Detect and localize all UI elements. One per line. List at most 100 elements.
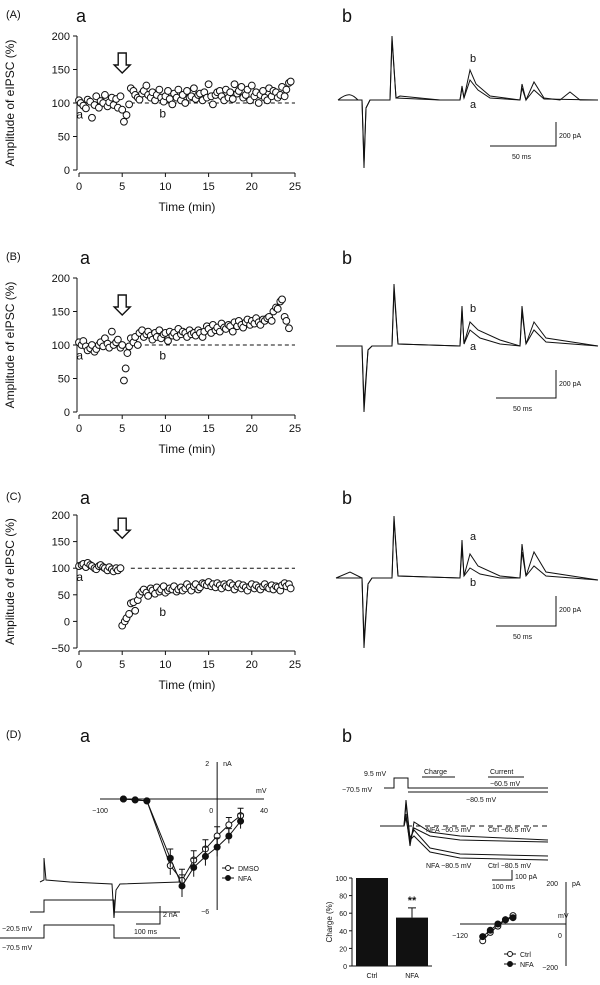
- data-point: [101, 91, 109, 99]
- error-bar: [408, 907, 416, 918]
- scale-bar: [136, 906, 161, 925]
- iv-protocol: −20.5 mV −70.5 mV 2 nA 100 ms: [0, 857, 181, 952]
- scale-bar: [496, 370, 557, 399]
- data-point: [213, 843, 221, 851]
- x-tick-label: 15: [202, 181, 214, 193]
- x-axis-label: Time (min): [159, 442, 216, 456]
- data-point: [82, 104, 90, 113]
- trace-group: b a 200 pA 50 ms: [337, 35, 599, 169]
- x-tick-label: 25: [289, 659, 301, 671]
- y-tick-label: 80: [339, 894, 347, 901]
- point-label-b: b: [159, 605, 166, 619]
- panel-label: (D): [6, 729, 21, 741]
- y-tick-label: 50: [58, 132, 70, 144]
- legend-marker: [225, 875, 231, 881]
- data-point: [181, 99, 190, 107]
- data-point: [225, 821, 233, 829]
- data-point: [226, 88, 235, 97]
- trace-label-top: b: [470, 53, 476, 65]
- sublabel-a: a: [80, 488, 91, 508]
- drug-arrow-icon: [112, 52, 132, 74]
- data-point: [501, 916, 509, 924]
- data-point: [267, 316, 276, 325]
- y-tick-label: 0: [64, 407, 70, 419]
- point-label-a: a: [76, 107, 83, 121]
- charge-protocol: 9.5 mV −70.5 mV −60.5 mV −80.5 mV Charge…: [342, 769, 549, 891]
- y-tick-label: 40: [339, 929, 347, 936]
- scale-x-label: 50 ms: [513, 634, 533, 641]
- x-axis-label: Time (min): [159, 678, 216, 692]
- iv-inset-plot: −120 0 200 −200 pA mV Ctrl NFA: [452, 881, 581, 972]
- legend-label: NFA: [520, 962, 534, 969]
- bar: [356, 878, 388, 966]
- x-tick-label: 15: [202, 423, 214, 435]
- data-point: [113, 335, 122, 344]
- x-tick-label: 5: [119, 181, 125, 193]
- v-test2-label: −80.5 mV: [466, 797, 496, 804]
- data-point: [237, 817, 245, 825]
- x-tick-label: 0: [76, 423, 82, 435]
- y-tick-label: 2: [205, 761, 209, 768]
- data-point: [209, 100, 217, 109]
- scale-y-label: 100 pA: [515, 874, 538, 881]
- panel-label: (C): [6, 491, 21, 503]
- legend-label: NFA: [238, 876, 252, 883]
- y-tick-label: 0: [64, 616, 70, 628]
- scale-y-label: 2 nA: [163, 912, 178, 919]
- trace-label-top: a: [470, 531, 477, 543]
- drug-arrow-icon: [112, 517, 132, 540]
- y-tick-label: 200: [546, 881, 558, 888]
- data-point: [131, 796, 139, 804]
- trace-label-top: b: [470, 303, 476, 315]
- window1-label: Charge: [424, 769, 447, 776]
- data-point: [168, 100, 177, 109]
- significance-label: **: [408, 895, 417, 907]
- data-point: [107, 327, 116, 336]
- data-point: [247, 81, 256, 90]
- data-point: [144, 591, 153, 600]
- scale-bar: [490, 122, 557, 147]
- data-point: [286, 77, 295, 86]
- sublabel-a: a: [76, 6, 87, 26]
- legend-label: DMSO: [238, 866, 260, 873]
- y-tick-label: 20: [339, 946, 347, 953]
- x-tick-label: 0: [76, 181, 82, 193]
- y-tick-label: 150: [52, 537, 70, 549]
- legend-marker: [225, 865, 231, 871]
- y-axis-label: pA: [572, 881, 581, 888]
- trace-group: b a 200 pA 50 ms: [336, 283, 599, 413]
- scale-x-label: 100 ms: [134, 929, 157, 936]
- x-tick-label: 25: [289, 181, 301, 193]
- trace-label-bottom: a: [470, 341, 477, 353]
- data-point: [120, 117, 128, 126]
- y-tick-label: 100: [335, 876, 347, 883]
- x-tick-label: 0: [76, 659, 82, 671]
- data-point: [116, 92, 125, 101]
- y-tick-label: 50: [58, 374, 70, 386]
- trace-label-ctrl-60: Ctrl −60.5 mV: [488, 827, 531, 834]
- scatter-plot: 0 50 100 150 200 0 5 10 15 20 25 Time (min) Amplitud…: [3, 273, 301, 456]
- x-axis-label: mV: [558, 913, 569, 920]
- sublabel-b: b: [342, 726, 352, 746]
- data-point: [118, 105, 127, 114]
- data-point: [116, 564, 125, 573]
- panel-a: (A) a b 0 50 100 150 200 0 5 10 15 20 25 Time (min)…: [3, 6, 599, 214]
- trace-label-bottom: a: [470, 99, 477, 111]
- bar: [396, 917, 428, 966]
- x-tick-label: 10: [159, 659, 171, 671]
- v-hold-label: −70.5 mV: [342, 787, 372, 794]
- panel-c: (C) a b −50 0 50 100 150 200 0 5 10 15 20 25 Time (m…: [3, 488, 599, 692]
- v-pre-label: 9.5 mV: [364, 771, 387, 778]
- sublabel-b: b: [342, 488, 352, 508]
- point-label-a: a: [76, 349, 83, 363]
- data-point: [190, 84, 198, 93]
- y-axis-label: nA: [223, 761, 232, 768]
- data-point: [228, 327, 237, 336]
- data-point: [178, 882, 186, 890]
- sublabel-a: a: [80, 248, 91, 268]
- y-axis-label: Amplitude of eIPSC (%): [3, 40, 17, 167]
- data-point: [285, 324, 293, 333]
- scale-y-label: 200 pA: [559, 607, 582, 614]
- data-point: [228, 95, 237, 103]
